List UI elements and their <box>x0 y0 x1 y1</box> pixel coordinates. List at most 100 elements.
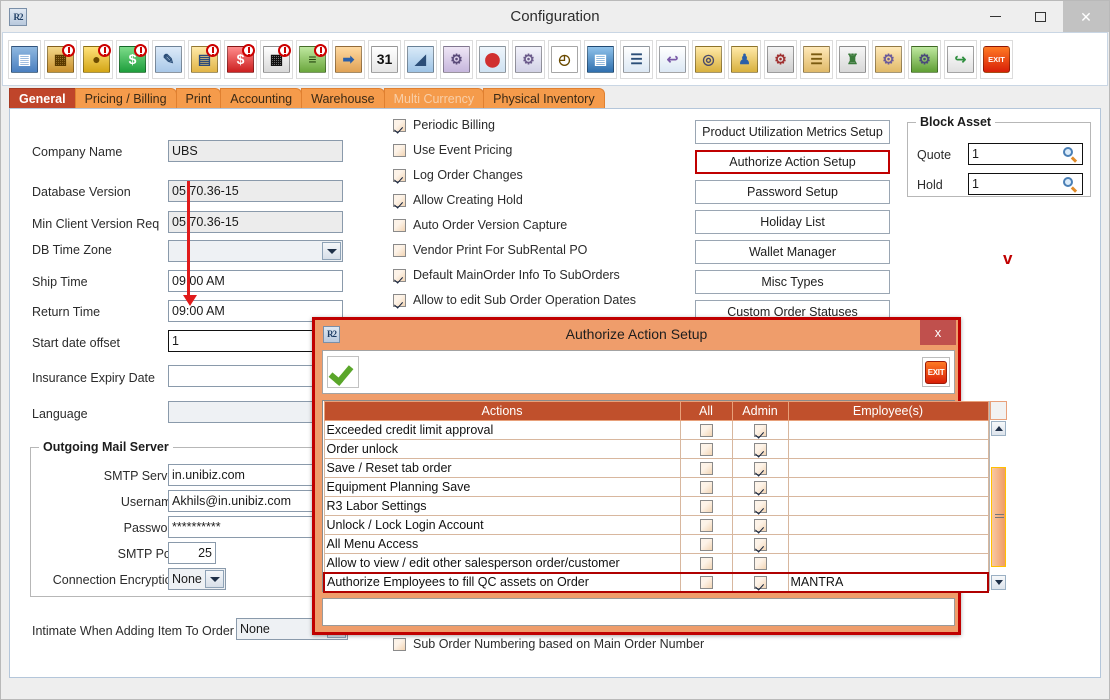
table-row[interactable]: Save / Reset tab order <box>323 458 989 478</box>
toolbar-button-gears[interactable]: ⚙ <box>440 39 473 79</box>
cell-employees[interactable] <box>787 534 989 554</box>
field-company-name[interactable]: UBS <box>168 140 343 162</box>
toolbar-button-folder-clock[interactable]: ◴ <box>548 39 581 79</box>
toolbar-button-exit[interactable]: EXIT <box>980 39 1013 79</box>
cell-all-checkbox[interactable] <box>679 534 733 554</box>
checkbox-sub-order-numbering[interactable]: Sub Order Numbering based on Main Order … <box>393 637 704 651</box>
toolbar-button-report-gear[interactable]: ⚙ <box>908 39 941 79</box>
toolbar-button-shield-binoculars[interactable]: ◎ <box>692 39 725 79</box>
button-holiday-list[interactable]: Holiday List <box>695 210 890 234</box>
toolbar-button-gear-page[interactable]: ⚙ <box>512 39 545 79</box>
checkbox-periodic-billing[interactable]: Periodic Billing <box>393 118 495 132</box>
checkbox-allow-to-edit-sub-order-operation-dates[interactable]: Allow to edit Sub Order Operation Dates <box>393 293 636 307</box>
button-product-utilization-metrics-setup[interactable]: Product Utilization Metrics Setup <box>695 120 890 144</box>
field-min-client-version[interactable]: 05.70.36-15 <box>168 211 343 233</box>
table-row[interactable]: Order unlock <box>323 439 989 459</box>
cell-employees[interactable]: MANTRA <box>787 571 989 593</box>
checkbox-auto-order-version-capture[interactable]: Auto Order Version Capture <box>393 218 567 232</box>
cell-employees[interactable] <box>787 515 989 535</box>
toolbar-button-shield-user[interactable]: ♟ <box>728 39 761 79</box>
toolbar-button-lock-arrow[interactable]: ➡ <box>332 39 365 79</box>
toolbar-button-color-spheres[interactable]: ⬤ <box>476 39 509 79</box>
tab-accounting[interactable]: Accounting <box>220 88 303 109</box>
search-icon[interactable] <box>1063 147 1078 163</box>
field-password[interactable]: ********** <box>168 516 343 538</box>
field-username[interactable]: Akhils@in.unibiz.com <box>168 490 343 512</box>
tab-pricing-billing[interactable]: Pricing / Billing <box>74 88 177 109</box>
dialog-close-button[interactable]: x <box>920 320 956 345</box>
toolbar-button-tools[interactable]: ♜ <box>836 39 869 79</box>
column-header-actions[interactable]: Actions <box>323 401 681 421</box>
checkbox-vendor-print-for-subrental-po[interactable]: Vendor Print For SubRental PO <box>393 243 587 257</box>
toolbar-button-edit-note[interactable]: ✎ <box>152 39 185 79</box>
search-icon[interactable] <box>1063 177 1078 193</box>
field-ship-time[interactable]: 09:00 AM <box>168 270 343 292</box>
chevron-down-icon[interactable] <box>205 570 224 588</box>
field-connection-encryption[interactable]: None <box>168 568 226 590</box>
toolbar-button-order-window[interactable]: ▤ <box>188 39 221 79</box>
toolbar-button-calendar[interactable]: 31 <box>368 39 401 79</box>
toolbar-button-card-edit[interactable]: ▤ <box>584 39 617 79</box>
save-confirm-button[interactable] <box>327 356 359 388</box>
toolbar-button-document-export[interactable]: ↩ <box>656 39 689 79</box>
cell-admin-checkbox[interactable] <box>731 439 789 459</box>
cell-employees[interactable] <box>787 458 989 478</box>
checkbox-default-mainorder-info-to-suborders[interactable]: Default MainOrder Info To SubOrders <box>393 268 620 282</box>
column-header-all[interactable]: All <box>679 401 733 421</box>
grid-vertical-scrollbar[interactable] <box>989 401 1007 591</box>
cell-all-checkbox[interactable] <box>679 439 733 459</box>
toolbar-button-money[interactable]: ● <box>80 39 113 79</box>
button-password-setup[interactable]: Password Setup <box>695 180 890 204</box>
cell-employees[interactable] <box>787 477 989 497</box>
scroll-up-button[interactable] <box>991 421 1006 436</box>
cell-admin-checkbox[interactable] <box>731 477 789 497</box>
cell-admin-checkbox[interactable] <box>731 515 789 535</box>
tab-print[interactable]: Print <box>175 88 222 109</box>
table-row[interactable]: Unlock / Lock Login Account <box>323 515 989 535</box>
cell-all-checkbox[interactable] <box>679 571 733 593</box>
toolbar-button-grid[interactable]: ▦ <box>260 39 293 79</box>
field-block-asset-quote[interactable]: 1 <box>968 143 1083 165</box>
cell-all-checkbox[interactable] <box>679 496 733 516</box>
field-start-date-offset[interactable]: 1 <box>168 330 343 352</box>
field-smtp-port[interactable]: 25 <box>168 542 216 564</box>
cell-all-checkbox[interactable] <box>679 458 733 478</box>
cell-all-checkbox[interactable] <box>679 553 733 573</box>
checkbox-use-event-pricing[interactable]: Use Event Pricing <box>393 143 512 157</box>
cell-admin-checkbox[interactable] <box>731 420 789 440</box>
table-row[interactable]: Allow to view / edit other salesperson o… <box>323 553 989 573</box>
field-return-time[interactable]: 09:00 AM <box>168 300 343 322</box>
column-header-admin[interactable]: Admin <box>731 401 789 421</box>
tab-warehouse[interactable]: Warehouse <box>301 88 385 109</box>
minimize-button[interactable] <box>973 1 1018 32</box>
cell-employees[interactable] <box>787 496 989 516</box>
button-authorize-action-setup[interactable]: Authorize Action Setup <box>695 150 890 174</box>
cell-admin-checkbox[interactable] <box>731 534 789 554</box>
cell-admin-checkbox[interactable] <box>731 496 789 516</box>
maximize-button[interactable] <box>1018 1 1063 32</box>
cell-admin-checkbox[interactable] <box>731 458 789 478</box>
cell-all-checkbox[interactable] <box>679 515 733 535</box>
table-row[interactable]: Authorize Employees to fill QC assets on… <box>323 571 989 593</box>
toolbar-button-folder-docs[interactable]: ☰ <box>800 39 833 79</box>
toolbar-button-document-props[interactable]: ☰ <box>620 39 653 79</box>
toolbar-button-folder-gear[interactable]: ⚙ <box>872 39 905 79</box>
tab-general[interactable]: General <box>9 88 76 109</box>
toolbar-button-shipping[interactable]: ▦ <box>44 39 77 79</box>
table-row[interactable]: Equipment Planning Save <box>323 477 989 497</box>
tab-physical-inventory[interactable]: Physical Inventory <box>483 88 605 109</box>
cell-all-checkbox[interactable] <box>679 420 733 440</box>
button-misc-types[interactable]: Misc Types <box>695 270 890 294</box>
column-header-employee-s[interactable]: Employee(s) <box>787 401 989 421</box>
toolbar-button-save[interactable]: ▤ <box>8 39 41 79</box>
field-smtp-server[interactable]: in.unibiz.com <box>168 464 343 486</box>
cell-employees[interactable] <box>787 439 989 459</box>
toolbar-button-ruler[interactable]: ◢ <box>404 39 437 79</box>
toolbar-button-list[interactable]: ≡ <box>296 39 329 79</box>
checkbox-allow-creating-hold[interactable]: Allow Creating Hold <box>393 193 523 207</box>
chevron-down-icon[interactable] <box>322 242 341 260</box>
scroll-down-button[interactable] <box>991 575 1006 590</box>
cell-employees[interactable] <box>787 420 989 440</box>
close-button[interactable]: ✕ <box>1063 1 1109 32</box>
cell-all-checkbox[interactable] <box>679 477 733 497</box>
